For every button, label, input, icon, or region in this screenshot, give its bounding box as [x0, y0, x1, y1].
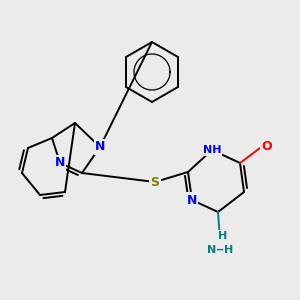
Text: N: N [187, 194, 197, 206]
Text: S: S [151, 176, 160, 188]
Text: NH: NH [203, 145, 221, 155]
Text: O: O [262, 140, 272, 152]
Text: H: H [218, 231, 228, 241]
Text: N: N [95, 140, 105, 154]
Text: N‒H: N‒H [207, 245, 233, 255]
Text: N: N [55, 157, 65, 169]
